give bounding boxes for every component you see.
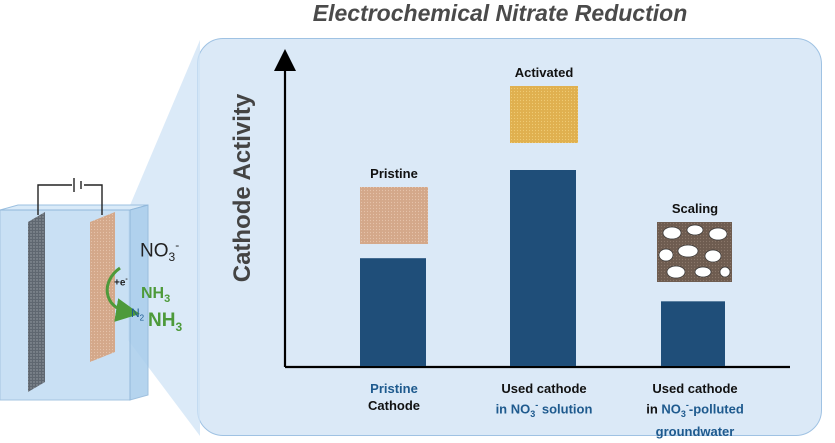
- electron-label: +e-: [114, 276, 128, 288]
- y-axis-label-text: Cathode Activity: [229, 93, 256, 283]
- tag-pristine: Pristine: [370, 166, 418, 181]
- electrochemical-cell: [0, 178, 149, 401]
- bar-2: [510, 170, 576, 366]
- x-label-groundwater-line2: in NO3--polluted: [646, 400, 744, 419]
- cathode-electrode: [90, 212, 115, 362]
- electron-text: +e: [114, 277, 126, 289]
- bars: [360, 170, 725, 366]
- ammonia-text-1: NH: [141, 285, 165, 302]
- x-label-groundwater-line3: groundwater: [655, 423, 735, 439]
- ammonia-label-2: NH3: [148, 310, 182, 334]
- bar-1: [360, 258, 426, 366]
- ammonia-subscript-2: 3: [175, 319, 183, 334]
- electron-charge: -: [125, 276, 128, 283]
- bar-3: [661, 301, 725, 366]
- x-label-pristine-line2: Cathode: [368, 398, 420, 413]
- nitrate-label: NO3-: [140, 238, 179, 264]
- nitrate-text: NO: [140, 240, 169, 262]
- x-label-pristine: Pristine Cathode: [334, 380, 454, 414]
- ammonia-label-1: NH3: [141, 285, 170, 305]
- x-label-pristine-line1: Pristine: [370, 381, 418, 396]
- nitrate-subscript: 3: [168, 250, 176, 265]
- sample-swatch-activated: [510, 86, 578, 143]
- x-label-groundwater: Used cathode in NO3--polluted groundwate…: [620, 380, 770, 440]
- sample-swatch-scaling: [657, 222, 732, 282]
- wire: [37, 184, 72, 215]
- x-label-solution: Used cathode in NO3- solution: [474, 380, 614, 423]
- figure-title: Electrochemical Nitrate Reduction: [312, 0, 688, 26]
- nitrate-charge: -: [175, 238, 180, 252]
- anode-electrode: [28, 212, 45, 392]
- nitrogen-label: N2: [131, 306, 144, 322]
- x-label-solution-line2: in NO3- solution: [495, 400, 593, 419]
- x-label-solution-line1: Used cathode: [501, 381, 587, 396]
- tag-scaling: Scaling: [671, 201, 719, 216]
- sample-swatch-pristine: [360, 187, 428, 244]
- ammonia-subscript-1: 3: [164, 293, 171, 306]
- nitrogen-text: N: [131, 306, 140, 320]
- reaction-arrow: [105, 266, 140, 322]
- tag-activated: Activated: [514, 65, 574, 80]
- nitrogen-subscript: 2: [139, 313, 145, 323]
- x-label-groundwater-line1: Used cathode: [652, 381, 738, 396]
- ammonia-text-2: NH: [148, 310, 176, 331]
